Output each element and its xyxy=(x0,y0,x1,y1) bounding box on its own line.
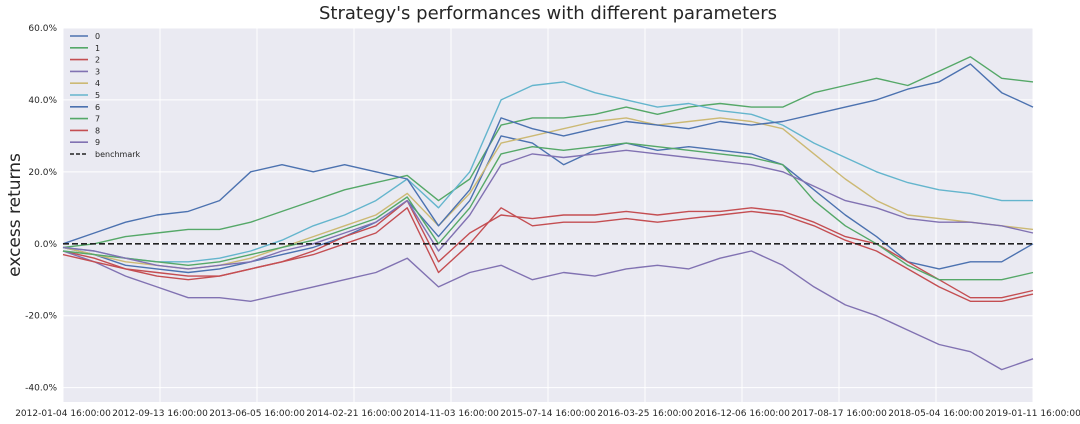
x-tick-labels: 2012-01-04 16:00:00 2012-09-13 16:00:00 20… xyxy=(15,409,1080,419)
series-line-6 xyxy=(62,63,1034,245)
legend-label: 2 xyxy=(95,56,100,65)
x-tick-label: 2012-01-04 16:00:00 xyxy=(15,409,111,419)
series-line-9 xyxy=(62,149,1034,270)
legend-label: 4 xyxy=(95,79,100,88)
y-tick-label: 60.0% xyxy=(28,24,57,34)
x-tick-label: 2014-02-21 16:00:00 xyxy=(306,409,402,419)
series-line-8 xyxy=(62,207,1034,302)
x-tick-label: 2012-09-13 16:00:00 xyxy=(112,409,208,419)
y-tick-label: 20.0% xyxy=(28,168,57,178)
x-tick-label: 2013-06-05 16:00:00 xyxy=(209,409,305,419)
legend: 0 1 2 3 4 5 6 7 8 9 benchmark xyxy=(70,32,141,159)
legend-label: 5 xyxy=(95,91,100,100)
legend-label: 1 xyxy=(95,44,100,53)
x-tick-label: 2016-12-06 16:00:00 xyxy=(694,409,790,419)
series-layer xyxy=(62,56,1034,371)
legend-label: 7 xyxy=(95,115,100,124)
y-tick-label: -40.0% xyxy=(25,384,57,394)
chart-title: Strategy's performances with different p… xyxy=(319,3,777,24)
x-tick-label: 2014-11-03 16:00:00 xyxy=(403,409,499,419)
y-tick-label: 0.0% xyxy=(34,240,57,250)
legend-label: 9 xyxy=(95,138,100,147)
legend-label: 0 xyxy=(95,32,100,41)
x-tick-label: 2019-01-11 16:00:00 xyxy=(985,409,1080,419)
series-line-0 xyxy=(62,135,1034,274)
x-tick-label: 2015-07-14 16:00:00 xyxy=(500,409,596,419)
legend-label: 6 xyxy=(95,103,100,112)
series-line-5 xyxy=(62,81,1033,263)
series-line-1 xyxy=(62,56,1034,249)
x-tick-label: 2018-05-04 16:00:00 xyxy=(888,409,984,419)
series-line-7 xyxy=(62,142,1034,281)
series-line-3 xyxy=(62,250,1034,371)
legend-label: 3 xyxy=(95,67,100,76)
y-axis-label: excess returns xyxy=(5,153,25,277)
x-tick-label: 2016-03-25 16:00:00 xyxy=(597,409,693,419)
legend-label: 8 xyxy=(95,126,100,135)
y-tick-label: 40.0% xyxy=(28,96,57,106)
grid-lines xyxy=(62,27,1034,402)
y-tick-labels: 60.0% 40.0% 20.0% 0.0% -20.0% -40.0% xyxy=(25,24,57,394)
y-tick-label: -20.0% xyxy=(25,312,57,322)
x-tick-label: 2017-08-17 16:00:00 xyxy=(791,409,887,419)
legend-label-benchmark: benchmark xyxy=(95,150,141,159)
